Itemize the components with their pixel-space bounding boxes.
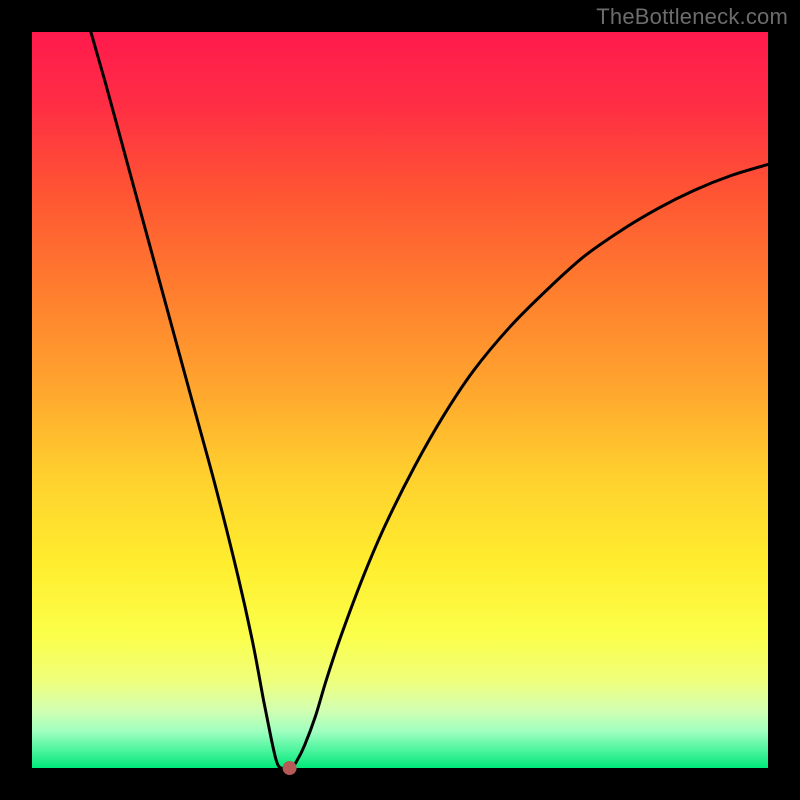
bottleneck-chart: TheBottleneck.com — [0, 0, 800, 800]
chart-svg — [0, 0, 800, 800]
watermark-text: TheBottleneck.com — [596, 4, 788, 30]
optimal-point-marker — [283, 761, 297, 775]
